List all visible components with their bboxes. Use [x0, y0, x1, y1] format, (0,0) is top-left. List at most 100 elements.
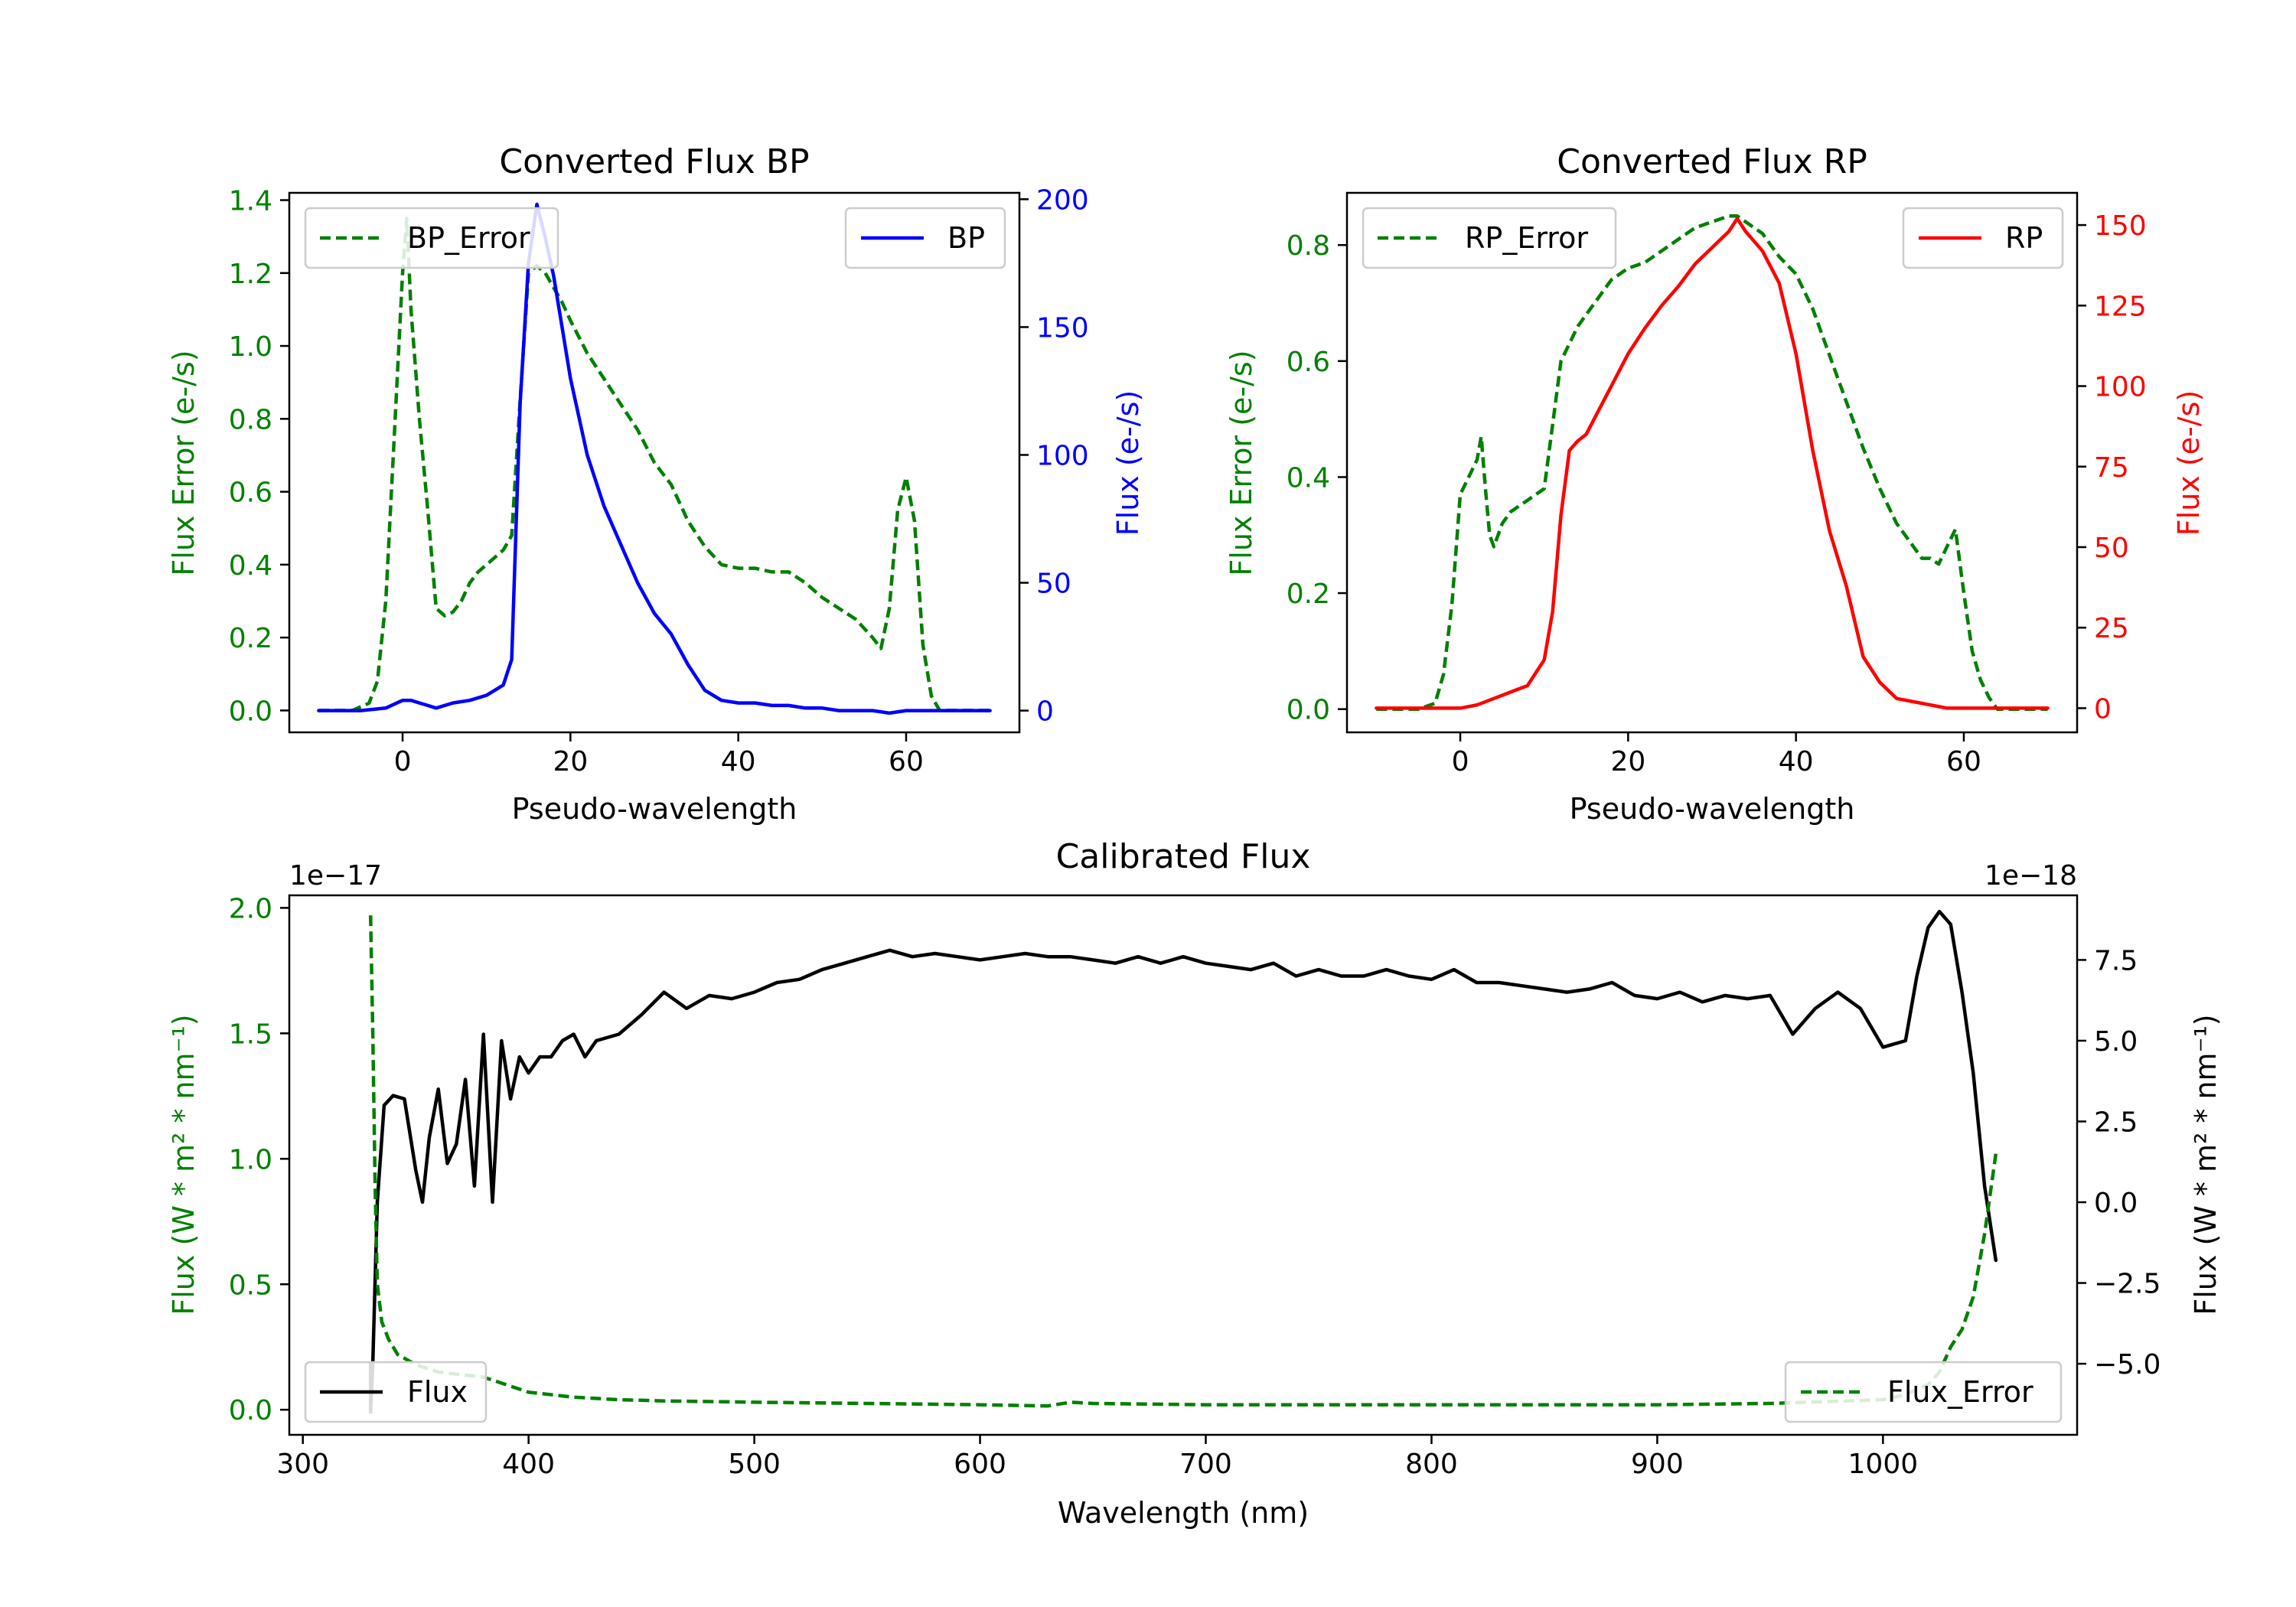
calibrated-right-y-tick-label: −5.0: [2094, 1349, 2161, 1380]
calibrated-right-y-tick-label: −2.5: [2094, 1269, 2161, 1300]
calibrated-error-legend-label: Flux_Error: [1887, 1375, 2033, 1409]
calibrated-x-tick-label: 300: [276, 1449, 329, 1480]
bp-error-legend: BP_Error: [304, 207, 559, 269]
bp-bp-error-line: [318, 217, 990, 712]
calibrated-right-y-tick-label: 5.0: [2094, 1026, 2138, 1058]
calibrated-right-y-axis: −5.0 −2.5 0.0 2.5 5.0 7.5: [2077, 945, 2161, 1380]
bp-left-y-label: Flux Error (e-/s): [167, 350, 201, 575]
calibrated-flux-error-line: [368, 915, 1998, 1408]
rp-x-label: Pseudo-wavelength: [1570, 792, 1855, 826]
bp-x-tick-label: 40: [721, 746, 756, 777]
calibrated-right-offset: 1e−18: [1985, 860, 2077, 892]
bp-left-y-tick-label: 1.4: [229, 186, 272, 217]
bp-right-y-tick-label: 200: [1036, 184, 1089, 216]
calibrated-left-y-tick-label: 0.5: [229, 1270, 272, 1301]
bp-right-y-axis: 0 50 100 150 200: [1019, 184, 1089, 728]
calibrated-x-tick-label: 500: [728, 1449, 781, 1480]
bp-title: Converted Flux BP: [499, 142, 809, 181]
bp-plot-frame: [288, 191, 1021, 734]
bp-left-y-tick-label: 0.2: [229, 623, 272, 654]
rp-right-y-tick-label: 150: [2094, 210, 2147, 242]
bp-right-y-tick-label: 150: [1036, 312, 1089, 344]
calibrated-plot-frame: [288, 894, 2079, 1436]
bp-left-y-tick-label: 0.6: [229, 478, 272, 509]
bp-series-layer: [317, 202, 992, 715]
calibrated-left-y-axis: 0.0 0.5 1.0 1.5 2.0: [229, 893, 289, 1426]
bp-legend-label: BP: [947, 221, 985, 255]
rp-right-y-label: Flux (e-/s): [2172, 390, 2206, 536]
bp-x-label: Pseudo-wavelength: [512, 792, 797, 826]
bp-left-y-tick-label: 1.0: [229, 331, 272, 363]
rp-x-tick-label: 20: [1610, 746, 1645, 777]
calibrated-right-y-tick-label: 7.5: [2094, 945, 2138, 976]
calibrated-title: Calibrated Flux: [1056, 837, 1311, 876]
bp-panel: Converted Flux BP 0 20 40 60 0.00.20.40.60.…: [167, 142, 1145, 826]
bp-left-y-tick-label: 1.2: [229, 259, 272, 290]
bp-x-tick-label: 20: [553, 746, 588, 777]
calibrated-x-tick-label: 700: [1179, 1449, 1232, 1480]
bp-left-y-tick-label: 0.0: [229, 696, 272, 727]
rp-panel: Converted Flux RP 0 20 40 60 0.00.20.40.60.…: [1225, 142, 2206, 826]
rp-left-y-label: Flux Error (e-/s): [1225, 350, 1258, 575]
rp-legend: RP: [1902, 207, 2064, 269]
bp-right-y-label: Flux (e-/s): [1111, 390, 1145, 536]
calibrated-panel: Calibrated Flux 1e−17 1e−18 300 400 500 600…: [167, 837, 2223, 1530]
rp-x-tick-label: 60: [1946, 746, 1981, 777]
calibrated-x-label: Wavelength (nm): [1058, 1496, 1309, 1530]
rp-title: Converted Flux RP: [1557, 142, 1867, 181]
rp-rp-line: [1375, 217, 2050, 710]
bp-right-y-tick-label: 50: [1036, 569, 1071, 600]
bp-x-tick-label: 0: [394, 746, 412, 777]
rp-right-y-tick-label: 0: [2094, 693, 2112, 725]
rp-legend-label: RP: [2005, 221, 2043, 255]
rp-right-y-tick-label: 75: [2094, 452, 2129, 484]
rp-error-legend: RP_Error: [1362, 207, 1617, 269]
rp-left-y-axis: 0.0 0.2 0.4 0.6 0.8: [1287, 230, 1347, 726]
calibrated-x-axis: 300 400 500 600 700 800 900 1000: [276, 1435, 1918, 1480]
bp-legend: BP: [844, 207, 1006, 269]
calibrated-x-tick-label: 1000: [1848, 1449, 1919, 1480]
calibrated-error-legend: Flux_Error: [1784, 1361, 2063, 1423]
calibrated-x-tick-label: 400: [502, 1449, 555, 1480]
calibrated-series-layer: [368, 909, 1998, 1414]
rp-left-y-tick-label: 0.4: [1287, 462, 1330, 494]
bp-right-y-tick-label: 100: [1036, 440, 1089, 471]
rp-right-y-tick-label: 125: [2094, 291, 2147, 322]
rp-x-tick-label: 40: [1779, 746, 1814, 777]
rp-plot-frame: [1345, 191, 2079, 734]
calibrated-left-y-label: Flux (W * m² * nm⁻¹): [167, 1014, 201, 1315]
rp-left-y-tick-label: 0.2: [1287, 579, 1330, 610]
bp-right-y-tick-label: 0: [1036, 696, 1054, 728]
calibrated-right-y-label: Flux (W * m² * nm⁻¹): [2189, 1014, 2223, 1315]
bp-left-y-tick-label: 0.8: [229, 404, 272, 435]
bp-x-axis: 0 20 40 60: [394, 732, 924, 777]
calibrated-x-tick-label: 600: [954, 1449, 1006, 1480]
rp-x-tick-label: 0: [1452, 746, 1469, 777]
bp-left-y-tick-label: 0.4: [229, 550, 272, 582]
rp-right-y-tick-label: 50: [2094, 533, 2129, 564]
rp-left-y-tick-label: 0.6: [1287, 347, 1330, 378]
rp-x-axis: 0 20 40 60: [1452, 732, 1981, 777]
bp-left-y-axis: 0.0 0.2 0.4 0.6 0.8 1.0 1.2 1.4: [229, 186, 289, 727]
calibrated-right-y-tick-label: 0.0: [2094, 1188, 2138, 1219]
calibrated-right-y-tick-label: 2.5: [2094, 1107, 2138, 1139]
rp-error-legend-label: RP_Error: [1465, 221, 1588, 255]
calibrated-left-y-tick-label: 2.0: [229, 893, 272, 924]
rp-right-y-axis: 0 25 50 75 100 125 150: [2077, 210, 2147, 725]
calibrated-flux-line: [368, 909, 1998, 1414]
bp-x-tick-label: 60: [889, 746, 924, 777]
bp-bp-line: [317, 202, 992, 715]
calibrated-left-y-tick-label: 1.0: [229, 1144, 272, 1175]
calibrated-x-tick-label: 900: [1631, 1449, 1684, 1480]
calibrated-flux-legend-label: Flux: [407, 1375, 468, 1409]
calibrated-left-y-tick-label: 1.5: [229, 1019, 272, 1050]
bp-error-legend-label: BP_Error: [407, 221, 530, 255]
rp-right-y-tick-label: 100: [2094, 372, 2147, 403]
rp-right-y-tick-label: 25: [2094, 613, 2129, 644]
rp-rp-error-line: [1376, 214, 2048, 711]
calibrated-x-tick-label: 800: [1405, 1449, 1458, 1480]
rp-left-y-tick-label: 0.0: [1287, 695, 1330, 726]
rp-series-layer: [1375, 214, 2050, 711]
calibrated-flux-legend: Flux: [304, 1361, 488, 1423]
